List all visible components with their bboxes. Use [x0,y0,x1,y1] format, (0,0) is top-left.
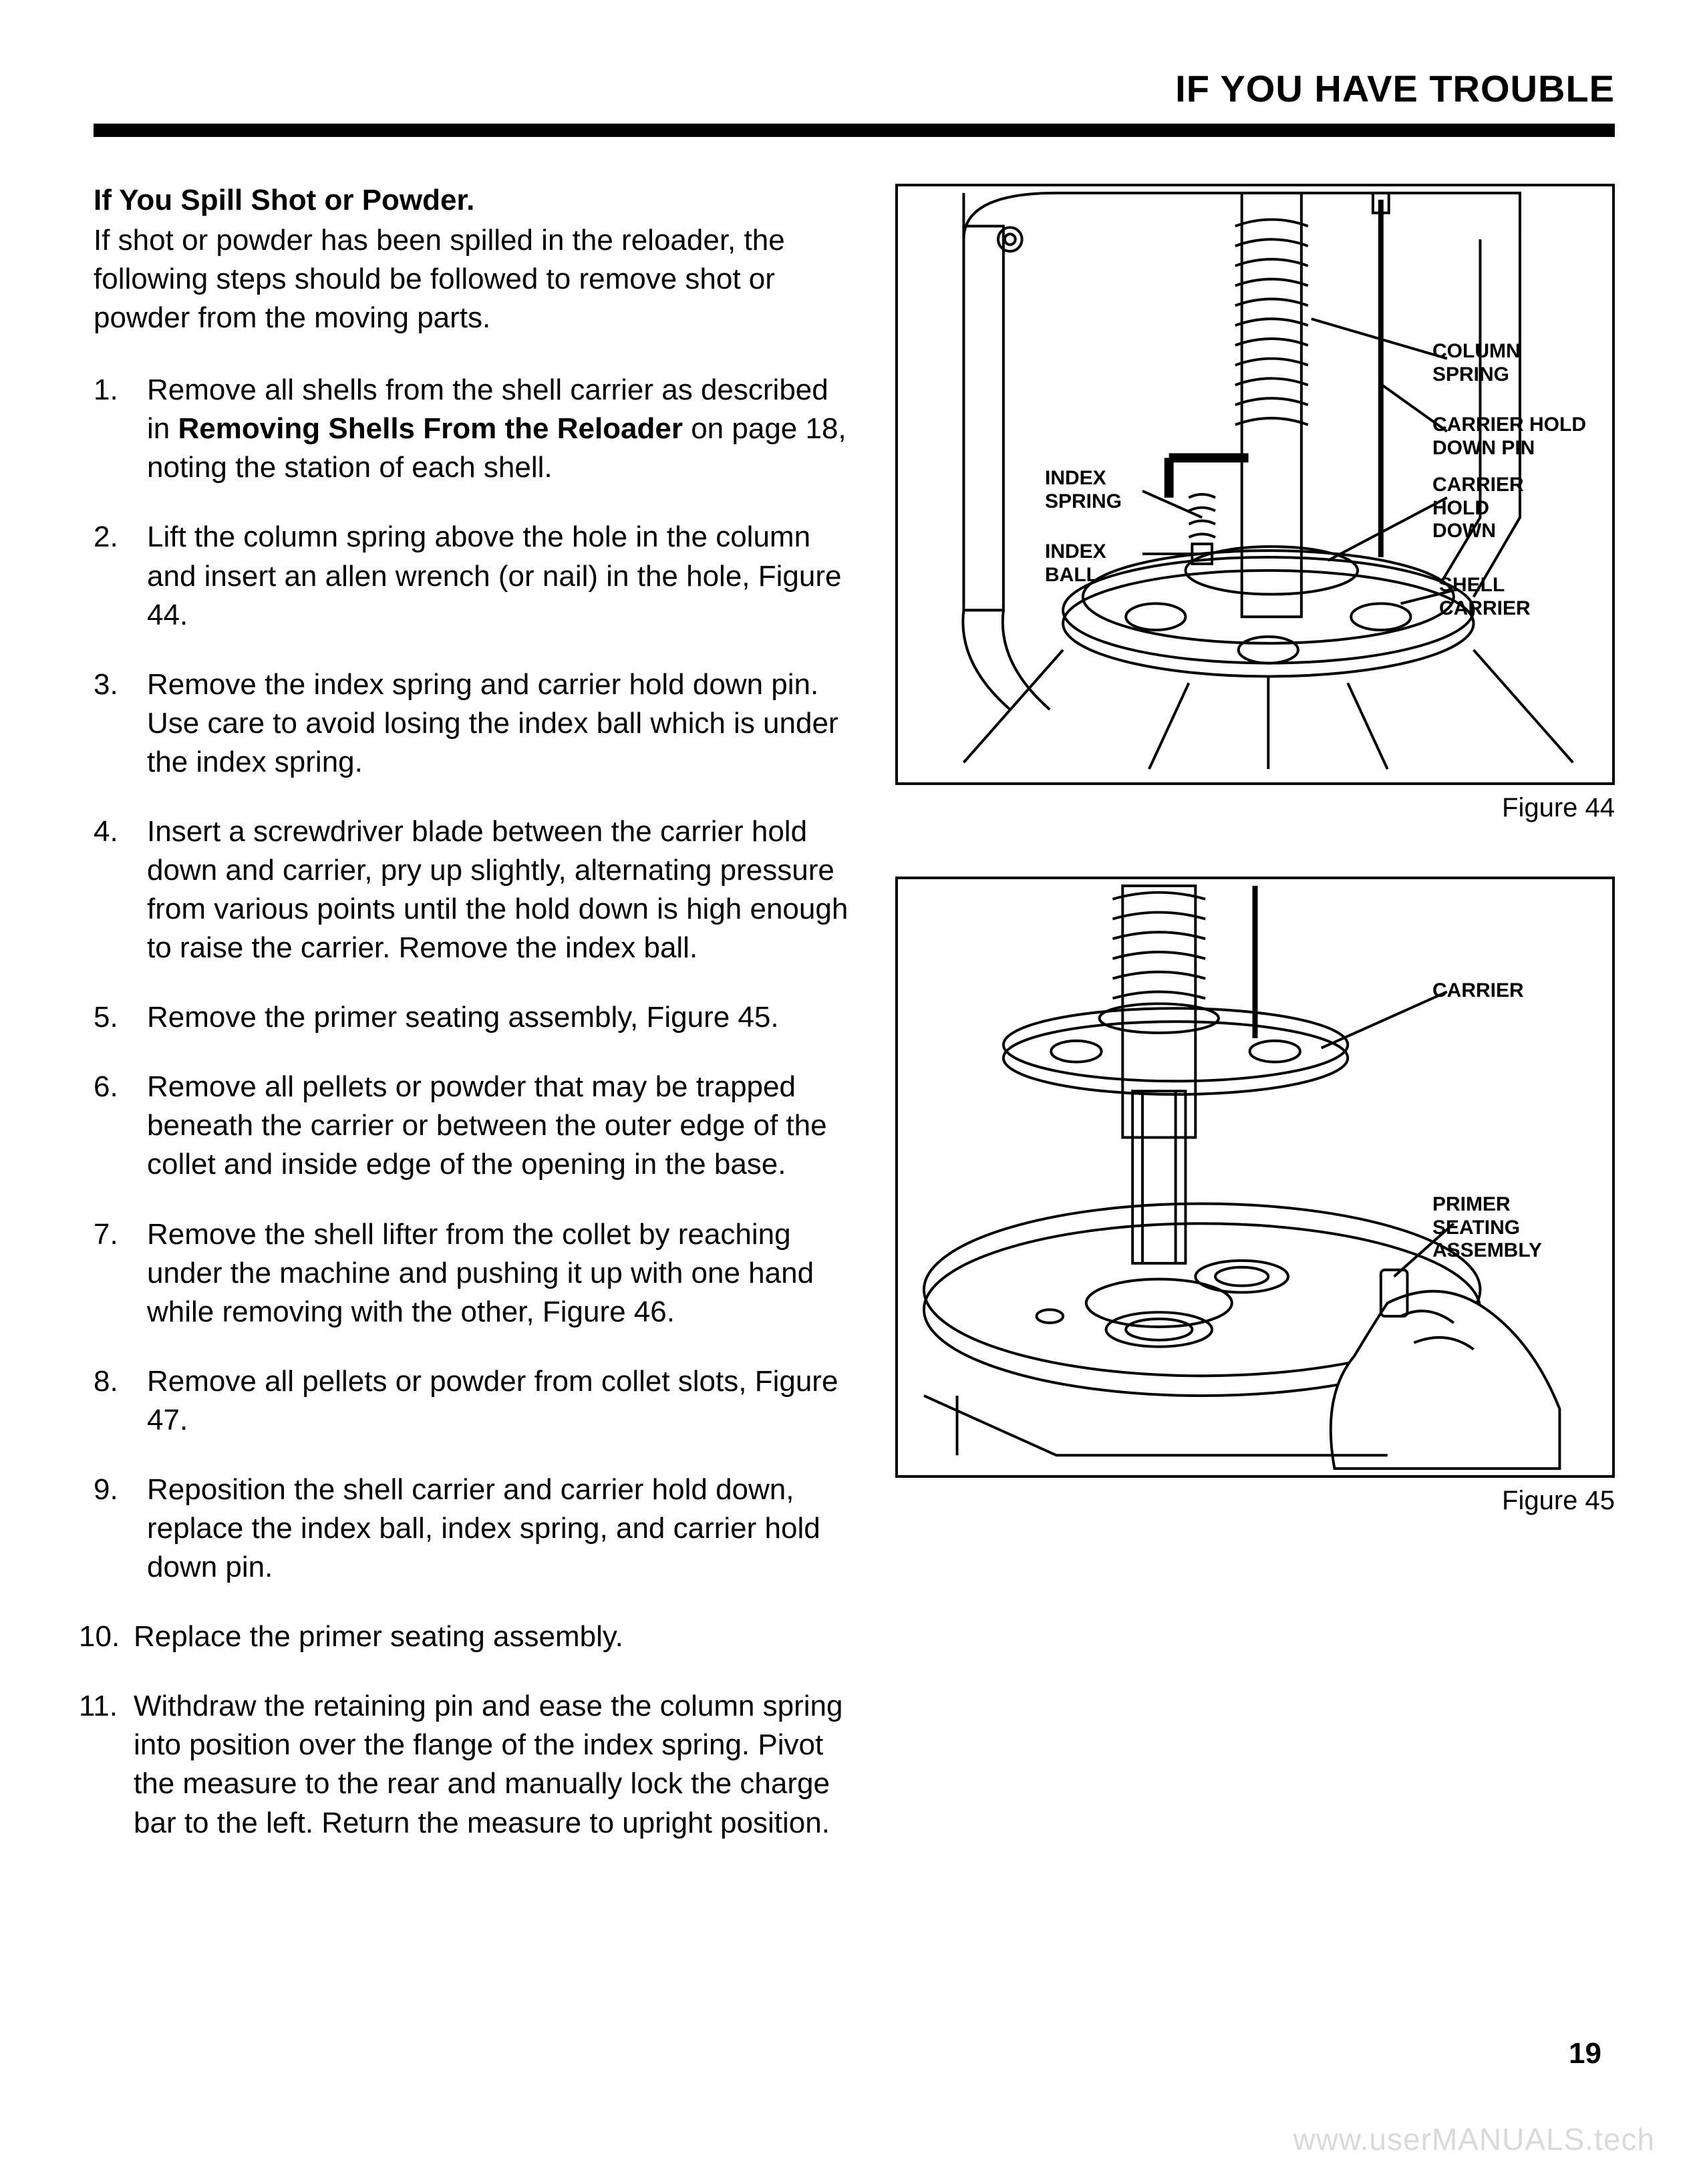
page-number: 19 [1569,2037,1601,2070]
figure-column: COLUMN SPRING CARRIER HOLD DOWN PIN CARR… [895,184,1615,1873]
step-5: Remove the primer seating assembly, Figu… [94,998,849,1037]
step-9: Reposition the shell carrier and carrier… [94,1470,849,1587]
step-6: Remove all pellets or powder that may be… [94,1068,849,1184]
step-3: Remove the index spring and carrier hold… [94,665,849,782]
label-primer-seating-assembly: PRIMER SEATING ASSEMBLY [1432,1193,1542,1263]
header-bar [94,124,1615,137]
watermark: www.userMANUALS.tech [1293,2121,1656,2157]
step-2: Lift the column spring above the hole in… [94,518,849,634]
figure-44: COLUMN SPRING CARRIER HOLD DOWN PIN CARR… [895,184,1615,785]
label-index-spring: INDEX SPRING [1045,467,1122,513]
section-title: If You Spill Shot or Powder. [94,184,849,217]
label-column-spring: COLUMN SPRING [1432,340,1521,386]
label-shell-carrier: SHELL CARRIER [1439,574,1531,620]
figure-44-caption: Figure 44 [895,793,1615,823]
page: IF YOU HAVE TROUBLE If You Spill Shot or… [0,0,1695,1954]
label-carrier-hold-down: CARRIER HOLD DOWN [1432,474,1524,543]
step-7: Remove the shell lifter from the collet … [94,1215,849,1332]
step-11: Withdraw the retaining pin and ease the … [94,1687,849,1842]
step-10: Replace the primer seating assembly. [94,1617,849,1656]
header: IF YOU HAVE TROUBLE [94,67,1615,110]
label-carrier: CARRIER [1432,979,1524,1003]
figure-45: CARRIER PRIMER SEATING ASSEMBLY [895,877,1615,1478]
figure-45-svg [898,879,1612,1475]
step-1: Remove all shells from the shell carrier… [94,371,849,487]
label-carrier-hold-down-pin: CARRIER HOLD DOWN PIN [1432,414,1586,460]
header-title: IF YOU HAVE TROUBLE [94,67,1615,110]
intro-paragraph: If shot or powder has been spilled in th… [94,221,849,337]
step-8: Remove all pellets or powder from collet… [94,1362,849,1440]
text-column: If You Spill Shot or Powder. If shot or … [94,184,849,1873]
label-index-ball: INDEX BALL [1045,540,1106,587]
step-1-bold: Removing Shells From the Reloader [178,412,683,445]
figure-45-caption: Figure 45 [895,1486,1615,1516]
content-columns: If You Spill Shot or Powder. If shot or … [94,184,1615,1873]
step-4: Insert a screwdriver blade between the c… [94,812,849,967]
steps-list: Remove all shells from the shell carrier… [94,371,849,1842]
